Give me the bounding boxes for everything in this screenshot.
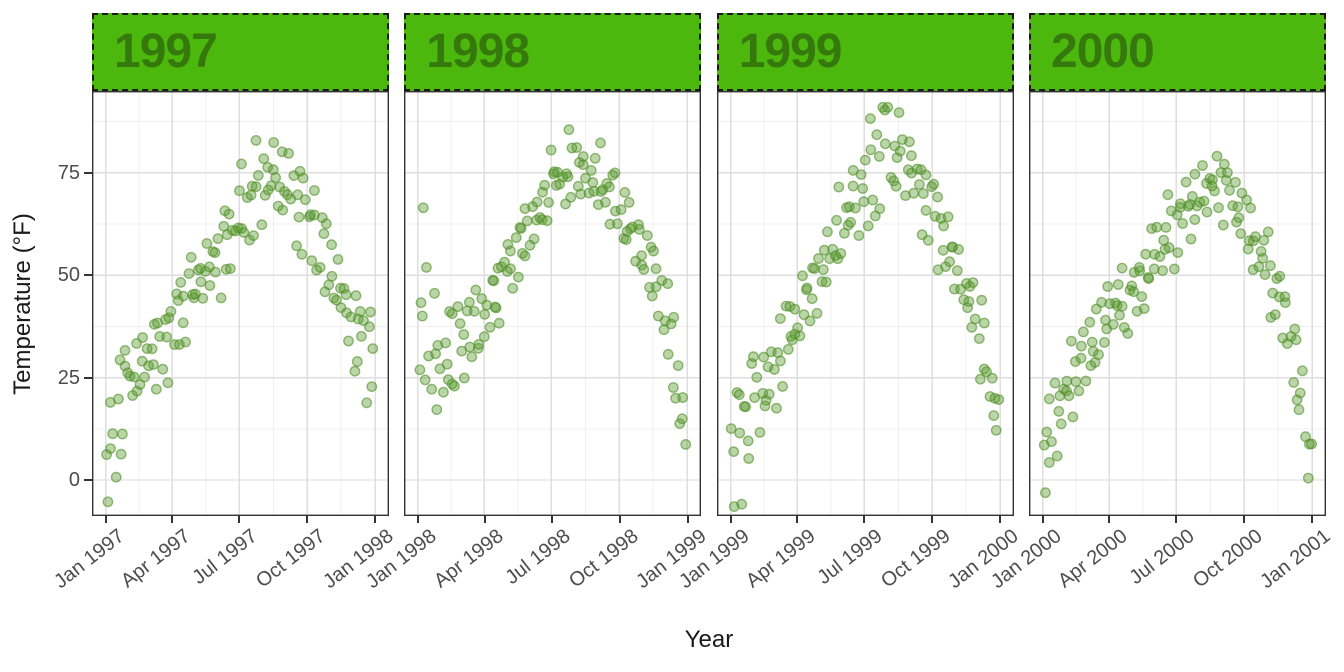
- scatter-points: [101, 135, 379, 508]
- facet-strip: 1999: [716, 13, 1014, 91]
- x-tick-mark: [618, 516, 621, 523]
- x-tick-mark: [863, 516, 866, 523]
- x-tick-mark: [795, 516, 798, 523]
- y-tick-mark: [84, 479, 92, 481]
- x-tick-mark: [930, 516, 933, 523]
- x-tick-mark: [1311, 516, 1314, 523]
- y-tick-mark: [84, 376, 92, 379]
- facet-strip-label: 1998: [426, 25, 530, 78]
- x-tick-mark: [483, 516, 486, 523]
- facet-2000: 2000: [1029, 13, 1326, 516]
- x-axis-title: Year: [684, 626, 734, 653]
- x-tick-mark: [1175, 516, 1178, 523]
- facet-strip-label: 1997: [114, 25, 218, 78]
- facet-1998: 1998: [404, 13, 702, 516]
- scatter-panel: [404, 91, 702, 516]
- scatter-panel: [716, 91, 1014, 516]
- x-tick-mark: [686, 516, 689, 523]
- x-tick-mark: [998, 516, 1001, 523]
- facet-strip-label: 2000: [1051, 25, 1155, 78]
- scatter-points: [414, 124, 692, 450]
- x-tick-mark: [417, 516, 420, 523]
- y-tick-label: 75: [57, 161, 80, 184]
- y-tick-mark: [84, 171, 92, 174]
- facet-strip: 1997: [92, 13, 389, 91]
- scatter-points: [1038, 150, 1317, 499]
- y-tick-label: 0: [68, 469, 80, 491]
- x-tick-mark: [729, 516, 732, 523]
- facet-1997: 1997: [92, 13, 389, 516]
- y-tick-mark: [84, 274, 92, 277]
- facet-strip: 2000: [1029, 13, 1326, 91]
- x-tick-mark: [306, 516, 309, 523]
- y-axis-title: Temperature (°F): [9, 213, 36, 395]
- x-tick-mark: [374, 516, 377, 523]
- x-tick-mark: [1108, 516, 1111, 523]
- facet-1999: 1999: [716, 13, 1014, 516]
- x-tick-mark: [104, 516, 107, 523]
- scatter-panel: [1029, 91, 1326, 516]
- scatter-points: [725, 101, 1004, 512]
- scatter-panel: [92, 91, 389, 516]
- y-tick-label: 50: [57, 264, 80, 287]
- facet-strip-label: 1999: [738, 25, 843, 78]
- x-tick-mark: [238, 516, 241, 523]
- x-tick-mark: [550, 516, 553, 523]
- x-tick-mark: [1041, 516, 1044, 523]
- facet-strip: 1998: [404, 13, 702, 91]
- x-tick-mark: [1243, 516, 1246, 523]
- x-tick-mark: [171, 516, 174, 523]
- y-tick-label: 25: [57, 366, 80, 389]
